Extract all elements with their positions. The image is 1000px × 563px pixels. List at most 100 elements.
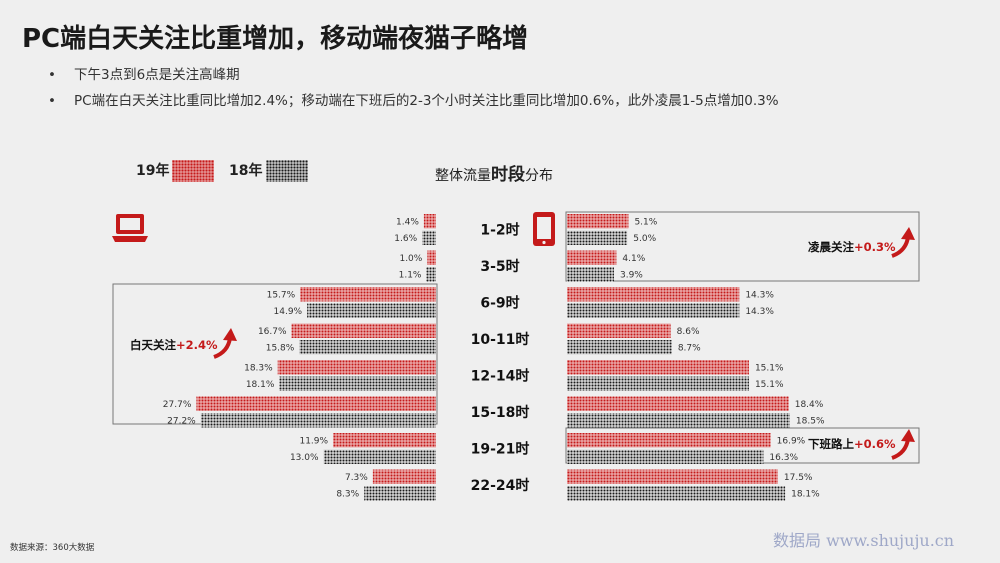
mobile-data-label: 5.1% bbox=[634, 218, 657, 228]
category-label: 10-11时 bbox=[471, 331, 530, 348]
page-title: PC端白天关注比重增加，移动端夜猫子略增 bbox=[22, 24, 529, 54]
mobile-bar-18 bbox=[567, 230, 628, 245]
mobile-data-label: 14.3% bbox=[745, 307, 774, 317]
mobile-data-label: 4.1% bbox=[622, 254, 645, 264]
note-mobile-commute-delta: +0.6% bbox=[854, 437, 896, 451]
pc-data-label: 18.1% bbox=[246, 380, 275, 390]
pc-data-label: 27.7% bbox=[163, 400, 192, 410]
pc-bar-19 bbox=[372, 469, 436, 484]
pc-data-label: 16.7% bbox=[258, 327, 287, 337]
note-pc-day-delta: +2.4% bbox=[176, 338, 218, 352]
mobile-bar-18 bbox=[567, 376, 749, 391]
pc-data-label: 13.0% bbox=[290, 453, 319, 463]
up-arrow-icon bbox=[891, 429, 915, 460]
bullet-item: PC端在白天关注比重同比增加2.4%；移动端在下班后的2-3个小时关注比重同比增… bbox=[48, 88, 779, 114]
note-mobile-early-delta: +0.3% bbox=[854, 240, 896, 254]
mobile-bar-18 bbox=[567, 303, 740, 318]
note-pc-day-label: 白天关注 bbox=[130, 338, 176, 352]
pc-data-label: 7.3% bbox=[345, 473, 368, 483]
mobile-bar-19 bbox=[567, 287, 740, 302]
mobile-bar-18 bbox=[567, 486, 786, 501]
mobile-bar-18 bbox=[567, 413, 790, 428]
pc-bar-18 bbox=[299, 340, 436, 355]
pc-data-label: 15.8% bbox=[266, 344, 295, 354]
bullet-item: 下午3点到6点是关注高峰期 bbox=[48, 62, 779, 88]
mobile-data-label: 8.6% bbox=[677, 327, 700, 337]
chart-title: 整体流量时段分布 bbox=[435, 160, 553, 185]
pc-data-label: 1.6% bbox=[394, 234, 417, 244]
mobile-data-label: 16.9% bbox=[777, 437, 806, 447]
legend-label-19: 19年 bbox=[136, 163, 170, 179]
mobile-data-label: 15.1% bbox=[755, 364, 784, 374]
category-label: 3-5时 bbox=[480, 258, 519, 275]
chart-title-prefix: 整体流量 bbox=[435, 168, 491, 184]
pc-bar-18 bbox=[323, 449, 436, 464]
mobile-data-label: 16.3% bbox=[769, 453, 798, 463]
pc-bar-19 bbox=[300, 287, 436, 302]
source-footnote: 数据来源：360大数据 bbox=[10, 543, 95, 553]
pc-bar-18 bbox=[364, 486, 436, 501]
mobile-bar-19 bbox=[567, 323, 671, 338]
tablet-icon bbox=[533, 212, 555, 246]
mobile-bar-19 bbox=[567, 469, 778, 484]
pc-bar-18 bbox=[279, 376, 436, 391]
up-arrow-icon bbox=[891, 227, 915, 258]
bullet-list: 下午3点到6点是关注高峰期 PC端在白天关注比重同比增加2.4%；移动端在下班后… bbox=[48, 62, 779, 114]
mobile-data-label: 3.9% bbox=[620, 271, 643, 281]
pc-data-label: 1.4% bbox=[396, 218, 419, 228]
mobile-data-label: 14.3% bbox=[745, 291, 774, 301]
chart-title-big: 时段 bbox=[491, 165, 525, 185]
pc-bar-18 bbox=[307, 303, 436, 318]
legend-label-18: 18年 bbox=[229, 163, 263, 179]
pc-bar-18 bbox=[422, 230, 436, 245]
pc-bar-19 bbox=[333, 433, 436, 448]
pc-data-label: 11.9% bbox=[299, 437, 328, 447]
pc-bar-18 bbox=[426, 267, 436, 282]
pc-bar-19 bbox=[196, 396, 436, 411]
mobile-data-label: 15.1% bbox=[755, 380, 784, 390]
pc-data-label: 15.7% bbox=[267, 291, 296, 301]
category-label: 15-18时 bbox=[471, 404, 530, 421]
up-arrow-icon bbox=[213, 328, 237, 359]
mobile-bar-19 bbox=[567, 250, 617, 265]
mobile-data-label: 5.0% bbox=[633, 234, 656, 244]
note-mobile-commute: 下班路上+0.6% bbox=[808, 436, 896, 452]
note-mobile-early-label: 凌晨关注 bbox=[808, 240, 854, 254]
mobile-bar-19 bbox=[567, 396, 789, 411]
category-label: 19-21时 bbox=[471, 441, 530, 458]
watermark: 数据局 www.shujuju.cn bbox=[773, 531, 955, 550]
mobile-bar-19 bbox=[567, 360, 749, 375]
pc-data-label: 18.3% bbox=[244, 364, 273, 374]
pc-data-label: 14.9% bbox=[274, 307, 303, 317]
note-mobile-early: 凌晨关注+0.3% bbox=[808, 239, 896, 255]
pc-data-label: 27.2% bbox=[167, 417, 196, 427]
mobile-data-label: 18.5% bbox=[796, 417, 825, 427]
laptop-icon bbox=[112, 214, 148, 242]
mobile-bar-18 bbox=[567, 267, 614, 282]
mobile-bar-19 bbox=[567, 214, 629, 229]
pc-bar-19 bbox=[277, 360, 436, 375]
mobile-bar-18 bbox=[567, 340, 672, 355]
legend-swatch-19 bbox=[172, 160, 214, 182]
mobile-data-label: 18.4% bbox=[795, 400, 824, 410]
pc-bar-19 bbox=[427, 250, 436, 265]
pc-bar-18 bbox=[200, 413, 436, 428]
chart-title-suffix: 分布 bbox=[525, 168, 553, 184]
category-label: 12-14时 bbox=[471, 368, 530, 385]
mobile-bar-19 bbox=[567, 433, 771, 448]
mobile-data-label: 8.7% bbox=[678, 344, 701, 354]
category-label: 6-9时 bbox=[480, 295, 519, 312]
mobile-data-label: 18.1% bbox=[791, 490, 820, 500]
mobile-bar-18 bbox=[567, 449, 764, 464]
category-label: 22-24时 bbox=[471, 477, 530, 494]
pc-data-label: 1.0% bbox=[399, 254, 422, 264]
pc-bar-19 bbox=[423, 214, 436, 229]
note-mobile-commute-label: 下班路上 bbox=[808, 437, 854, 451]
pc-bar-19 bbox=[291, 323, 436, 338]
mobile-early-highlight-box bbox=[565, 211, 920, 282]
pc-data-label: 1.1% bbox=[399, 271, 422, 281]
category-label: 1-2时 bbox=[480, 222, 519, 239]
note-pc-day: 白天关注+2.4% bbox=[130, 337, 218, 353]
legend-swatch-18 bbox=[266, 160, 308, 182]
